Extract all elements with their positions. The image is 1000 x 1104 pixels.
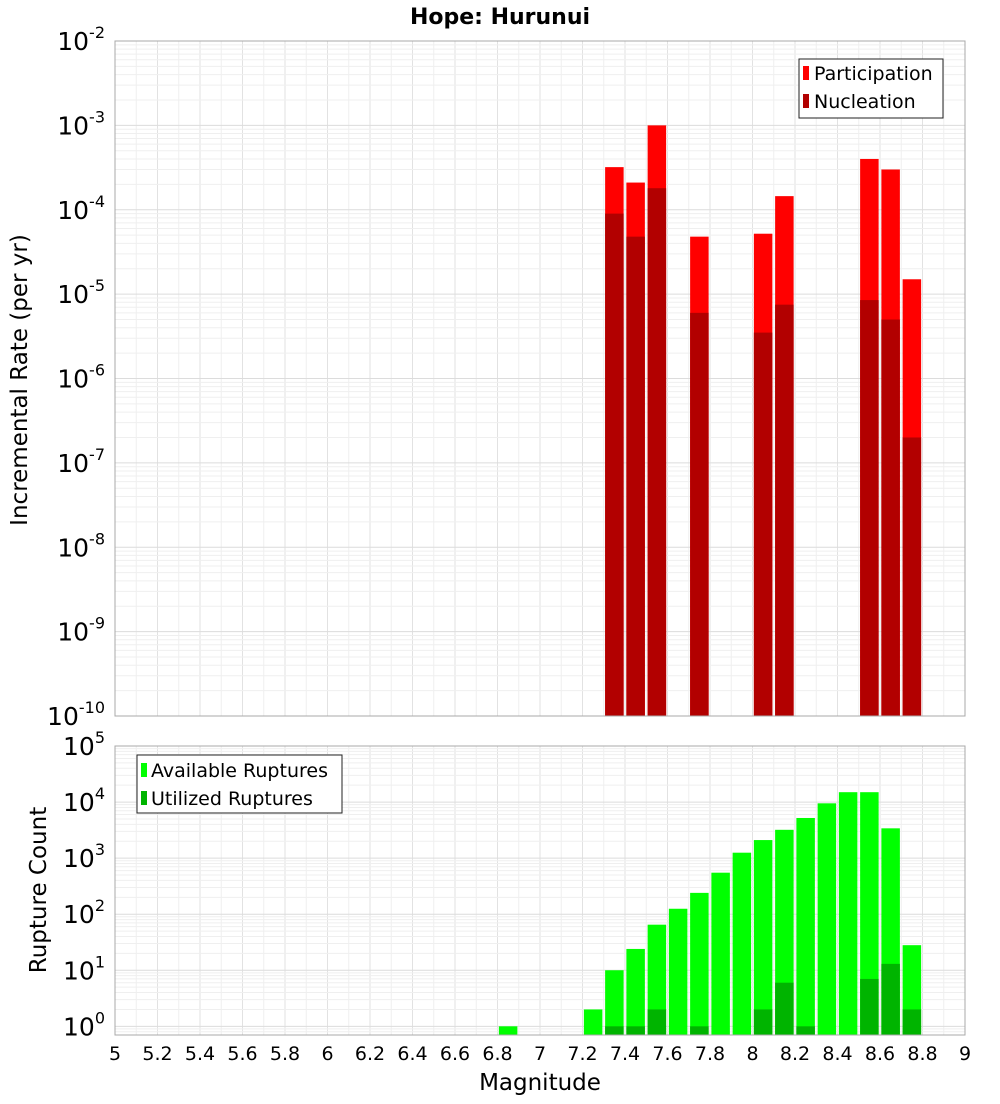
x-tick-label: 8.4 [822, 1043, 852, 1065]
y-tick-label-bottom: 105 [63, 728, 105, 761]
nucleation-bar [775, 304, 794, 716]
x-tick-label: 6.6 [440, 1043, 470, 1065]
available-ruptures-bar [753, 840, 773, 1035]
x-tick-label: 6.2 [355, 1043, 385, 1065]
legend-bottom [136, 754, 343, 814]
nucleation-bar [605, 213, 624, 717]
x-tick-label: 5 [109, 1043, 121, 1065]
available-ruptures-bar [838, 792, 858, 1035]
nucleation-bar [753, 332, 773, 716]
available-ruptures-bar [817, 803, 837, 1035]
x-tick-label: 6 [321, 1043, 333, 1065]
top-plot-frame [114, 40, 966, 717]
available-ruptures-bar [647, 924, 667, 1035]
legend-top [798, 58, 944, 119]
utilized-ruptures-bar [605, 1026, 624, 1035]
utilized-ruptures-bar [647, 1009, 667, 1035]
legend-label-participation: Participation [814, 63, 933, 85]
x-axis-label: Magnitude [479, 1070, 601, 1096]
x-tick-label: 6.4 [397, 1043, 427, 1065]
y-tick-label-top: 10-10 [47, 698, 105, 731]
available-ruptures-bar [668, 908, 688, 1035]
y-tick-label-top: 10-8 [57, 529, 105, 562]
nucleation-bar [690, 312, 709, 716]
utilized-ruptures-bar [690, 1026, 709, 1035]
legend-label-utilized: Utilized Ruptures [151, 788, 313, 810]
x-tick-label: 7.2 [567, 1043, 597, 1065]
y-tick-label-bottom: 103 [63, 840, 105, 873]
utilized-ruptures-bar [626, 1026, 645, 1035]
available-ruptures-bar [583, 1009, 603, 1035]
utilized-ruptures-bar [881, 963, 900, 1035]
legend-swatch-participation [803, 66, 809, 80]
y-tick-label-top: 10-2 [57, 23, 105, 56]
utilized-ruptures-bar [796, 1026, 815, 1035]
x-tick-label: 7.8 [695, 1043, 725, 1065]
utilized-ruptures-bar [902, 1009, 922, 1035]
y-axis-label-top: Incremental Rate (per yr) [7, 234, 33, 526]
legend-swatch-available [141, 763, 147, 777]
available-ruptures-bar [626, 948, 645, 1035]
y-tick-label-top: 10-7 [57, 445, 105, 478]
y-tick-label-top: 10-4 [57, 192, 105, 225]
y-tick-label-bottom: 104 [63, 784, 105, 817]
nucleation-bar [647, 188, 667, 717]
utilized-ruptures-bar [860, 978, 879, 1035]
available-ruptures-bar [605, 970, 624, 1035]
x-tick-label: 9 [959, 1043, 971, 1065]
available-ruptures-bar [796, 817, 815, 1035]
x-tick-label: 7.6 [652, 1043, 682, 1065]
utilized-ruptures-bar [775, 982, 794, 1035]
legend-swatch-utilized [141, 791, 147, 805]
x-tick-label: 5.8 [270, 1043, 300, 1065]
x-tick-label: 7.4 [610, 1043, 640, 1065]
x-tick-label: 6.8 [482, 1043, 512, 1065]
x-tick-label: 5.6 [227, 1043, 257, 1065]
x-tick-label: 8 [746, 1043, 758, 1065]
available-ruptures-bar [498, 1026, 518, 1035]
y-tick-label-top: 10-9 [57, 614, 105, 647]
x-tick-label: 8.8 [907, 1043, 937, 1065]
x-tick-label: 7 [534, 1043, 546, 1065]
x-tick-label: 8.2 [780, 1043, 810, 1065]
utilized-ruptures-bar [753, 1009, 773, 1035]
y-tick-label-bottom: 101 [63, 952, 105, 985]
x-tick-label: 8.6 [865, 1043, 895, 1065]
y-axis-label-bottom: Rupture Count [26, 807, 52, 973]
nucleation-bar [626, 236, 645, 716]
bottom-plot-frame [114, 745, 966, 1036]
y-tick-label-bottom: 100 [63, 1008, 105, 1041]
x-tick-label: 5.4 [185, 1043, 215, 1065]
nucleation-bar [860, 300, 879, 716]
y-tick-label-top: 10-6 [57, 361, 105, 394]
nucleation-bar [881, 319, 900, 716]
available-ruptures-bar [860, 792, 879, 1035]
y-tick-label-top: 10-5 [57, 276, 105, 309]
legend-swatch-nucleation [803, 94, 809, 108]
available-ruptures-bar [711, 872, 730, 1035]
y-tick-label-top: 10-3 [57, 107, 105, 140]
legend-label-nucleation: Nucleation [814, 91, 916, 113]
x-tick-label: 5.2 [142, 1043, 172, 1065]
available-ruptures-bar [732, 852, 752, 1035]
y-tick-label-bottom: 102 [63, 896, 105, 929]
nucleation-bar [902, 437, 922, 716]
chart-title: Hope: Hurunui [410, 5, 590, 30]
legend-label-available: Available Ruptures [151, 760, 328, 782]
available-ruptures-bar [690, 892, 709, 1035]
